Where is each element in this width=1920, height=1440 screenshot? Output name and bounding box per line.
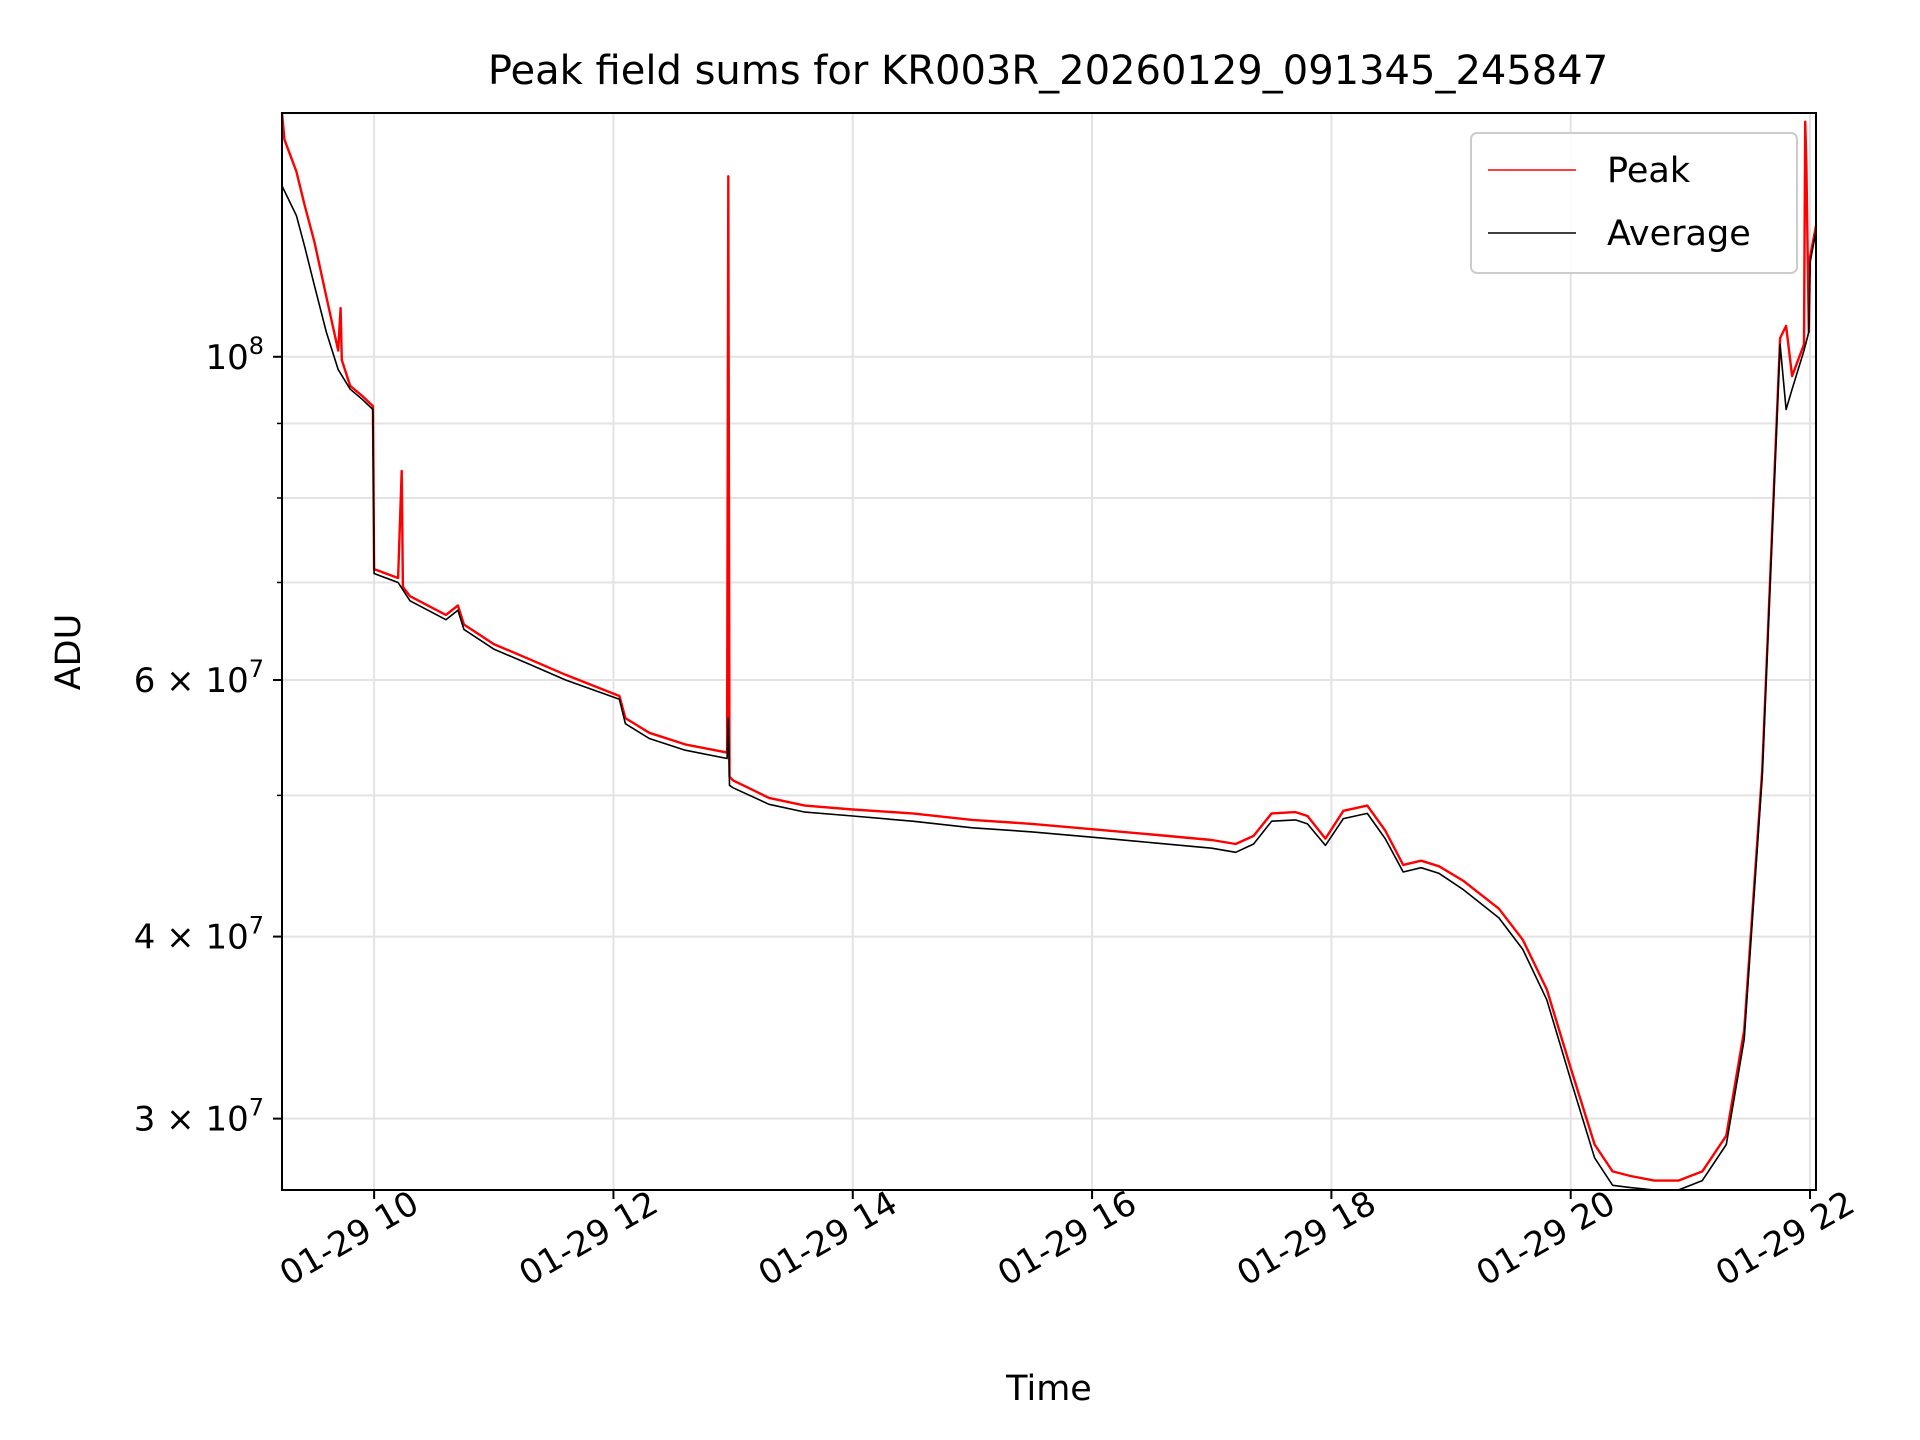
y-tick-base: 6 × 10	[134, 661, 249, 701]
y-tick-label: 3 × 107	[134, 1094, 264, 1140]
y-tick-base: 3 × 10	[134, 1100, 249, 1140]
y-tick-label: 6 × 107	[134, 655, 264, 701]
chart-title: Peak field sums for KR003R_20260129_0913…	[488, 48, 1608, 94]
legend-box	[1470, 132, 1798, 274]
y-tick-base: 4 × 10	[134, 918, 249, 958]
y-tick-exponent: 7	[249, 912, 264, 940]
y-tick-exponent: 8	[249, 332, 264, 360]
x-axis-label: Time	[1005, 1369, 1092, 1409]
y-tick-label: 4 × 107	[134, 912, 264, 958]
y-tick-exponent: 7	[249, 1094, 264, 1122]
series-line-peak	[280, 112, 1818, 1182]
plot-frame	[281, 112, 1817, 1191]
legend: Peak Average	[1470, 132, 1798, 274]
y-tick-base: 10	[205, 338, 248, 378]
legend-peak-label: Peak	[1607, 151, 1691, 191]
y-tick-label: 108	[205, 332, 264, 378]
grid	[282, 113, 1816, 1190]
legend-average-label: Average	[1607, 214, 1751, 254]
y-axis-label: ADU	[49, 614, 89, 691]
y-tick-exponent: 7	[249, 655, 264, 683]
